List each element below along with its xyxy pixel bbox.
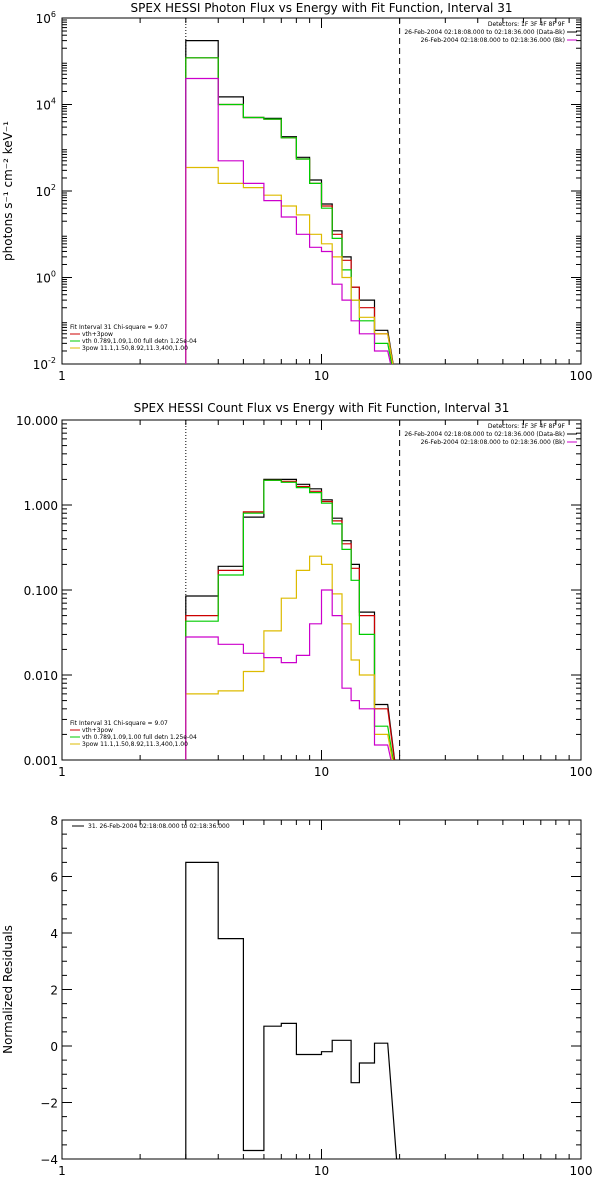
y-tick-label: 0.001 <box>24 754 58 768</box>
legend-entry: 26-Feb-2004 02:18:08.000 to 02:18:36.000… <box>421 37 565 44</box>
y-tick-label: 4 <box>50 927 58 941</box>
y-tick-label: 0.100 <box>24 584 58 598</box>
y-tick-label: 100 <box>36 270 56 286</box>
legend-entry: Fit Interval 31 Chi-square = 9.07 <box>70 324 168 331</box>
chart-title: SPEX HESSI Photon Flux vs Energy with Fi… <box>131 1 513 15</box>
y-tick-label: 0 <box>50 1040 58 1054</box>
legend-entry: vth+3pow <box>82 727 113 734</box>
series-bk-line <box>185 77 392 364</box>
y-tick-label: 10.000 <box>16 414 58 428</box>
legend-entry: 3pow 11.1,1.50,8.92,11.3,400,1.00 <box>82 345 188 352</box>
y-tick-label: 106 <box>36 10 56 26</box>
chart-panel-3: Normalized Residuals 1 10 100 8 6 4 2 0 −2 −4 31. 2… <box>1 814 593 1178</box>
legend-entry: vth+3pow <box>82 331 113 338</box>
chart-title: SPEX HESSI Count Flux vs Energy with Fit… <box>134 401 510 415</box>
series-3pow-line <box>185 555 393 760</box>
x-tick-label: 100 <box>570 765 593 779</box>
plot-frame <box>61 819 582 1160</box>
series-bk-line <box>185 589 392 760</box>
legend-entry: Detectors: 1F 3F 4F 8F 9F <box>488 423 566 430</box>
legend-entry: vth 0.789,1.09,1.00 full detn 1.25e-04 <box>82 734 197 741</box>
legend-entry: 26-Feb-2004 02:18:08.000 to 02:18:36.000… <box>404 431 565 438</box>
y-tick-label: 8 <box>50 814 58 828</box>
x-tick-label: 1 <box>58 765 66 779</box>
legend-entry: 3pow 11.1,1.50,8.92,11.3,400,1.00 <box>82 741 188 748</box>
legend-entry: 26-Feb-2004 02:18:08.000 to 02:18:36.000… <box>421 439 565 446</box>
y-tick-label: 2 <box>50 984 58 998</box>
y-tick-label: 1.000 <box>24 499 58 513</box>
y-tick-label: 102 <box>36 183 56 199</box>
x-tick-label: 10 <box>314 369 329 383</box>
y-tick-label: −4 <box>40 1153 58 1167</box>
y-tick-label: 10-2 <box>33 356 56 372</box>
series-3pow-line <box>185 166 394 364</box>
x-tick-label: 1 <box>58 1164 66 1178</box>
series-vth-line <box>185 479 394 760</box>
legend-entry: Fit Interval 31 Chi-square = 9.07 <box>70 720 168 727</box>
legend-entry: vth 0.789,1.09,1.00 full detn 1.25e-04 <box>82 338 197 345</box>
x-tick-label: 1 <box>58 369 66 383</box>
chart-panel-2: SPEX HESSI Count Flux vs Energy with Fit… <box>16 401 593 779</box>
y-tick-label: 6 <box>50 871 58 885</box>
legend-entry: 31. 26-Feb-2004 02:18:08.000 to 02:18:36… <box>88 823 230 830</box>
y-tick-label: 0.010 <box>24 669 58 683</box>
x-tick-label: 10 <box>314 765 329 779</box>
series-31-line <box>185 861 398 1159</box>
x-tick-label: 100 <box>570 1164 593 1178</box>
legend-entry: Detectors: 1F 3F 4F 8F 9F <box>488 21 566 28</box>
x-tick-label: 100 <box>570 369 593 383</box>
y-tick-label: −2 <box>40 1097 58 1111</box>
legend-entry: 26-Feb-2004 02:18:08.000 to 02:18:36.000… <box>404 29 565 36</box>
x-tick-label: 10 <box>314 1164 329 1178</box>
chart-panel-1: SPEX HESSI Photon Flux vs Energy with Fi… <box>1 1 593 383</box>
y-axis-label: photons s⁻¹ cm⁻² keV⁻¹ <box>1 121 15 261</box>
y-axis-label: Normalized Residuals <box>1 925 15 1054</box>
y-tick-label: 104 <box>36 97 56 113</box>
